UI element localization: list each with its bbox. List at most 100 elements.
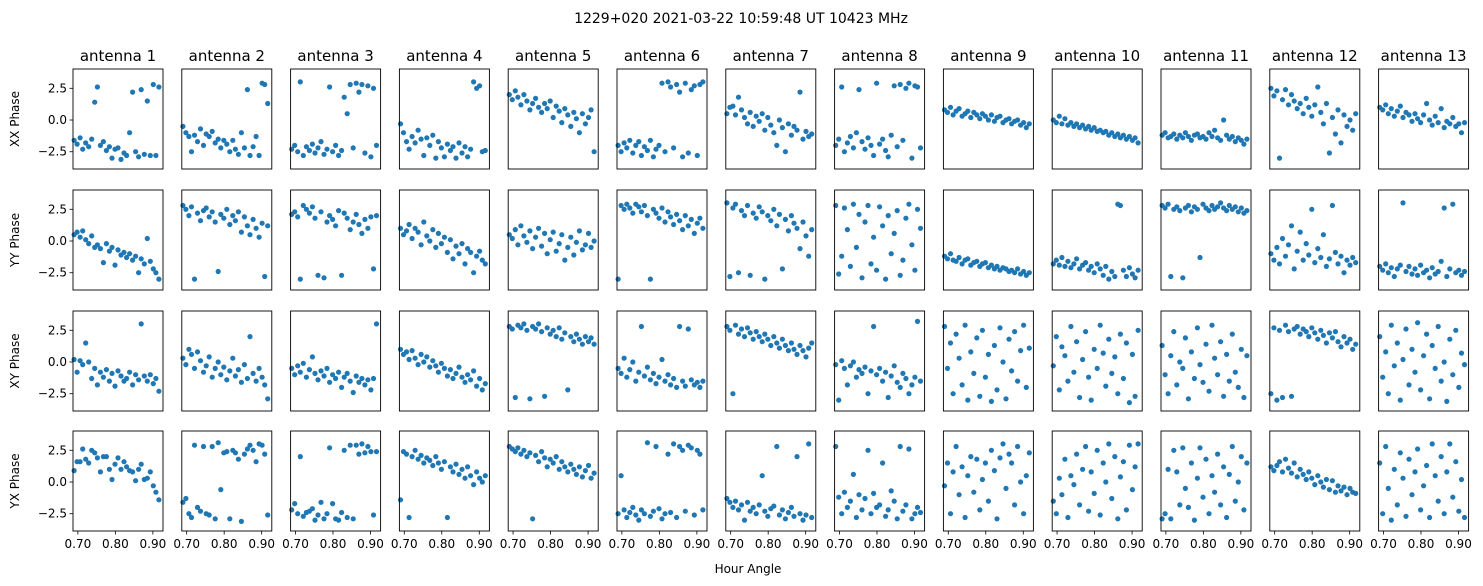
data-point bbox=[324, 219, 330, 225]
data-point bbox=[459, 150, 465, 156]
data-point bbox=[874, 372, 880, 378]
data-point bbox=[482, 473, 488, 479]
data-point bbox=[633, 142, 639, 148]
x-tick-label: 0.80 bbox=[1408, 537, 1435, 551]
data-point bbox=[1412, 111, 1418, 117]
data-point bbox=[809, 340, 815, 346]
column-title: antenna 3 bbox=[297, 47, 373, 65]
subplot-1-2: antenna 2 bbox=[180, 47, 273, 170]
data-point bbox=[533, 234, 539, 240]
data-point bbox=[659, 80, 665, 86]
data-point bbox=[1215, 451, 1221, 457]
data-point bbox=[1338, 140, 1344, 146]
data-point bbox=[562, 330, 568, 336]
data-point bbox=[547, 98, 553, 104]
data-point bbox=[1182, 335, 1188, 341]
data-point bbox=[1279, 469, 1286, 475]
data-point bbox=[542, 455, 548, 461]
data-point bbox=[241, 362, 247, 368]
data-point bbox=[1206, 388, 1212, 394]
data-point bbox=[188, 351, 195, 357]
data-point bbox=[568, 334, 574, 340]
data-point bbox=[109, 244, 115, 250]
data-point bbox=[618, 473, 624, 479]
data-point bbox=[1347, 485, 1353, 491]
data-point bbox=[147, 152, 153, 159]
data-point bbox=[512, 88, 518, 94]
data-point bbox=[1218, 339, 1224, 345]
data-point bbox=[1323, 340, 1329, 346]
data-point bbox=[953, 258, 959, 264]
data-point bbox=[1162, 511, 1168, 517]
data-point bbox=[1347, 262, 1353, 268]
data-point bbox=[776, 117, 783, 123]
data-point bbox=[1135, 140, 1141, 146]
axes-frame bbox=[72, 310, 164, 412]
data-point bbox=[977, 116, 983, 122]
data-point bbox=[730, 103, 736, 109]
data-point bbox=[350, 516, 356, 522]
data-point bbox=[232, 373, 238, 379]
data-point bbox=[836, 136, 842, 142]
data-point bbox=[1106, 441, 1112, 447]
axes-frame bbox=[942, 189, 1034, 291]
data-point bbox=[1312, 330, 1318, 336]
data-point bbox=[356, 89, 362, 95]
data-point bbox=[836, 271, 842, 277]
data-point bbox=[97, 369, 103, 375]
data-point bbox=[312, 517, 318, 523]
data-point bbox=[318, 139, 324, 145]
data-point bbox=[438, 466, 444, 472]
data-point bbox=[1391, 466, 1397, 472]
data-point bbox=[203, 205, 209, 211]
data-point bbox=[859, 370, 865, 376]
data-point bbox=[241, 214, 247, 220]
data-point bbox=[482, 147, 488, 154]
data-point bbox=[191, 132, 198, 138]
data-point bbox=[732, 112, 739, 118]
data-point bbox=[785, 121, 792, 127]
data-point bbox=[444, 373, 450, 379]
data-point bbox=[297, 454, 303, 460]
subplot-2-3 bbox=[289, 189, 382, 291]
data-point bbox=[373, 321, 380, 327]
data-point bbox=[1065, 378, 1071, 384]
data-point bbox=[1006, 451, 1012, 457]
data-point bbox=[421, 359, 427, 365]
data-point bbox=[136, 466, 142, 472]
data-point bbox=[1182, 130, 1188, 136]
data-point bbox=[1194, 131, 1200, 137]
data-point bbox=[1229, 331, 1235, 337]
data-point bbox=[1461, 362, 1468, 368]
x-tick-label: 0.80 bbox=[755, 537, 782, 551]
data-point bbox=[1300, 257, 1306, 263]
data-point bbox=[462, 379, 468, 385]
data-point bbox=[106, 144, 112, 150]
data-point bbox=[883, 513, 889, 519]
data-point bbox=[1018, 348, 1024, 354]
data-point bbox=[1168, 273, 1174, 280]
data-point bbox=[462, 475, 468, 481]
data-point bbox=[621, 355, 627, 361]
subplot-3-8 bbox=[833, 310, 926, 412]
data-point bbox=[1080, 466, 1086, 472]
data-point bbox=[289, 365, 295, 371]
data-point bbox=[138, 87, 144, 93]
data-point bbox=[1332, 131, 1338, 137]
data-point bbox=[735, 94, 742, 100]
data-point bbox=[956, 106, 962, 112]
data-point bbox=[356, 379, 362, 385]
data-point bbox=[347, 378, 353, 384]
data-point bbox=[1353, 111, 1359, 117]
data-point bbox=[341, 374, 347, 380]
data-point bbox=[94, 382, 100, 388]
data-point bbox=[397, 121, 404, 127]
data-point bbox=[1115, 516, 1121, 522]
data-point bbox=[1344, 492, 1350, 498]
data-point bbox=[1318, 109, 1324, 115]
data-point bbox=[450, 469, 456, 475]
data-point bbox=[659, 516, 665, 522]
data-point bbox=[524, 98, 530, 104]
data-point bbox=[694, 220, 700, 226]
data-point bbox=[974, 456, 980, 462]
